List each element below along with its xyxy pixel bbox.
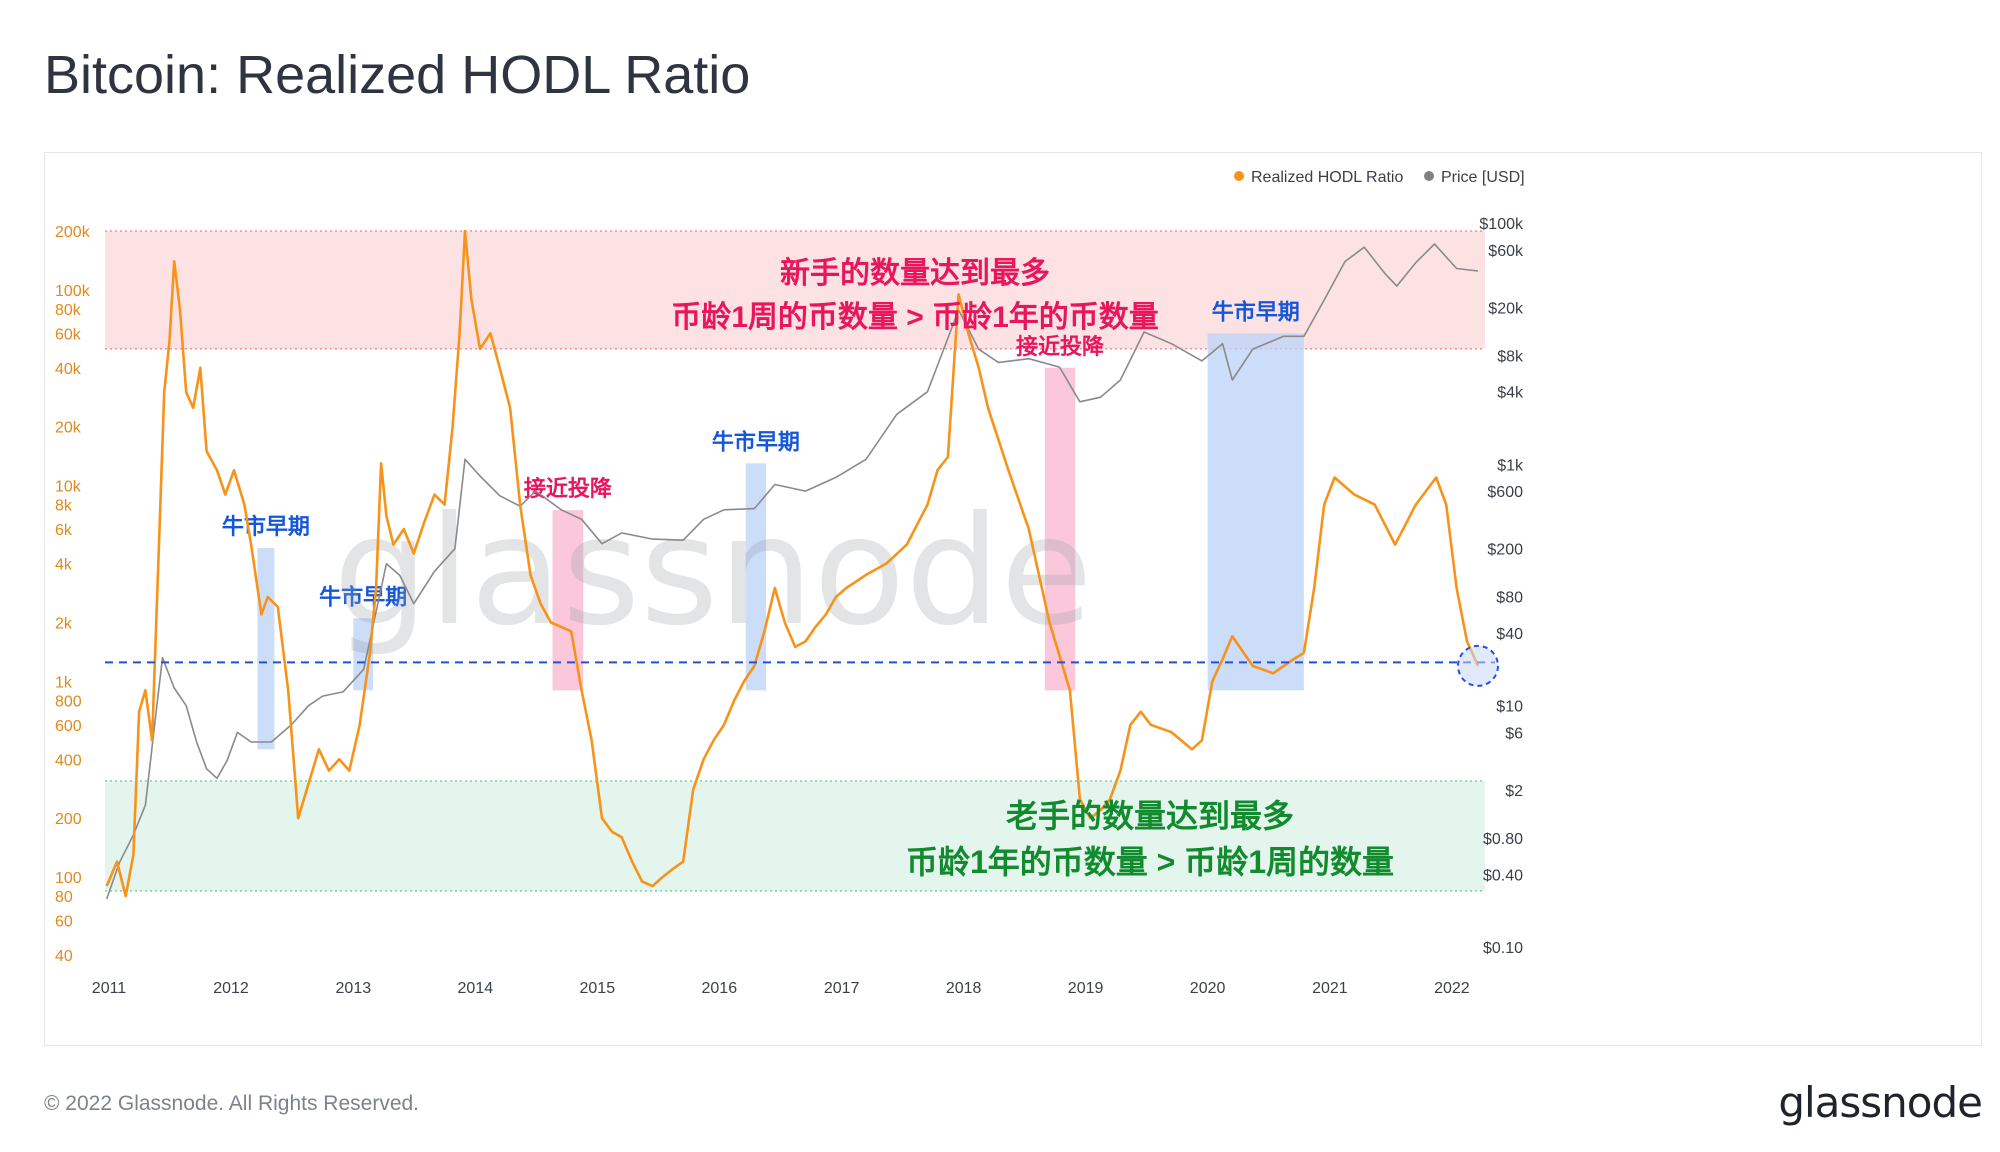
page-title: Bitcoin: Realized HODL Ratio — [44, 45, 751, 105]
y-right-tick-14: $60k — [1488, 243, 1524, 260]
region-pink-2 — [552, 510, 584, 691]
legend-dot-1 — [1424, 171, 1434, 181]
legend-dot-0 — [1234, 171, 1244, 181]
y-left-tick-4: 200 — [55, 811, 82, 828]
top-band-annotation-line1: 新手的数量达到最多 — [780, 257, 1050, 290]
y-left-tick-18: 100k — [55, 283, 91, 300]
y-right-tick-2: $0.80 — [1483, 831, 1523, 848]
x-tick-2015: 2015 — [580, 980, 616, 997]
legend-label-0: Realized HODL Ratio — [1251, 169, 1403, 186]
x-tick-2021: 2021 — [1312, 980, 1348, 997]
y-left-tick-3: 100 — [55, 870, 82, 887]
footer-copyright: © 2022 Glassnode. All Rights Reserved. — [44, 1092, 420, 1115]
x-tick-2018: 2018 — [946, 980, 982, 997]
x-tick-2014: 2014 — [458, 980, 494, 997]
top-band-annotation-line2: 币龄1周的币数量 > 币龄1年的币数量 — [671, 301, 1159, 334]
y-left-tick-2: 80 — [55, 889, 73, 906]
y-right-tick-4: $6 — [1505, 725, 1523, 742]
region-blue-0 — [257, 548, 275, 750]
y-left-tick-12: 8k — [55, 498, 73, 515]
y-left-tick-6: 600 — [55, 718, 82, 735]
y-right-tick-5: $10 — [1496, 699, 1523, 716]
y-left-tick-9: 2k — [55, 615, 73, 632]
region-label-5: 牛市早期 — [1212, 299, 1300, 324]
x-tick-2011: 2011 — [92, 980, 127, 997]
y-right-tick-1: $0.40 — [1483, 867, 1523, 884]
x-tick-2016: 2016 — [702, 980, 738, 997]
region-blue-5 — [1207, 333, 1304, 691]
y-left-tick-5: 400 — [55, 752, 82, 769]
y-right-tick-15: $100k — [1479, 216, 1524, 233]
region-label-0: 牛市早期 — [222, 514, 310, 539]
y-left-tick-19: 200k — [55, 224, 91, 241]
y-left-tick-16: 60k — [55, 326, 82, 343]
y-right-tick-11: $4k — [1497, 385, 1524, 402]
y-right-tick-0: $0.10 — [1483, 940, 1523, 957]
footer-logo: glassnode — [1778, 1078, 1983, 1127]
x-tick-2022: 2022 — [1434, 980, 1470, 997]
y-left-tick-14: 20k — [55, 420, 82, 437]
region-label-3: 牛市早期 — [712, 429, 800, 454]
region-blue-3 — [745, 463, 767, 691]
x-tick-2019: 2019 — [1068, 980, 1104, 997]
y-left-tick-0: 40 — [55, 948, 73, 965]
y-right-tick-13: $20k — [1488, 300, 1524, 317]
y-left-tick-17: 80k — [55, 302, 82, 319]
bottom-band — [105, 780, 1485, 891]
y-right-tick-9: $600 — [1487, 484, 1523, 501]
chart-svg: 牛市早期牛市早期接近投降牛市早期接近投降牛市早期glassnode新手的数量达到… — [55, 169, 1525, 997]
region-label-4: 接近投降 — [1016, 334, 1105, 359]
y-left-tick-11: 6k — [55, 522, 73, 539]
watermark: glassnode — [333, 485, 1092, 659]
current-value-marker — [1456, 644, 1499, 687]
y-left-tick-7: 800 — [55, 693, 82, 710]
price-line — [105, 243, 1479, 900]
y-left-tick-1: 60 — [55, 914, 73, 931]
bottom-band-annotation-line1: 老手的数量达到最多 — [1006, 798, 1294, 834]
y-right-tick-3: $2 — [1505, 783, 1523, 800]
y-left-tick-8: 1k — [55, 674, 73, 691]
y-right-tick-6: $40 — [1496, 626, 1523, 643]
chart-frame: 牛市早期 牛市早期 接近投降 牛市早期 接近投降 牛市早期 glassnode 新手的数量达到… — [44, 152, 1982, 1046]
x-tick-2020: 2020 — [1190, 980, 1226, 997]
region-label-1: 牛市早期 — [319, 584, 407, 609]
x-tick-2017: 2017 — [824, 980, 860, 997]
region-pink-4 — [1044, 367, 1076, 691]
y-right-tick-12: $8k — [1497, 348, 1524, 365]
y-left-tick-13: 10k — [55, 479, 82, 496]
y-left-tick-10: 4k — [55, 557, 73, 574]
x-tick-2013: 2013 — [336, 980, 372, 997]
region-label-2: 接近投降 — [524, 476, 613, 501]
y-left-tick-15: 40k — [55, 361, 82, 378]
y-right-tick-8: $200 — [1487, 542, 1523, 559]
top-band — [105, 231, 1485, 349]
y-right-tick-10: $1k — [1497, 457, 1524, 474]
x-tick-2012: 2012 — [213, 980, 249, 997]
y-right-tick-7: $80 — [1496, 590, 1523, 607]
bottom-band-annotation-line2: 币龄1年的币数量 > 币龄1周的数量 — [906, 844, 1394, 880]
hodl-ratio-line — [105, 229, 1480, 898]
legend-label-1: Price [USD] — [1441, 169, 1525, 186]
